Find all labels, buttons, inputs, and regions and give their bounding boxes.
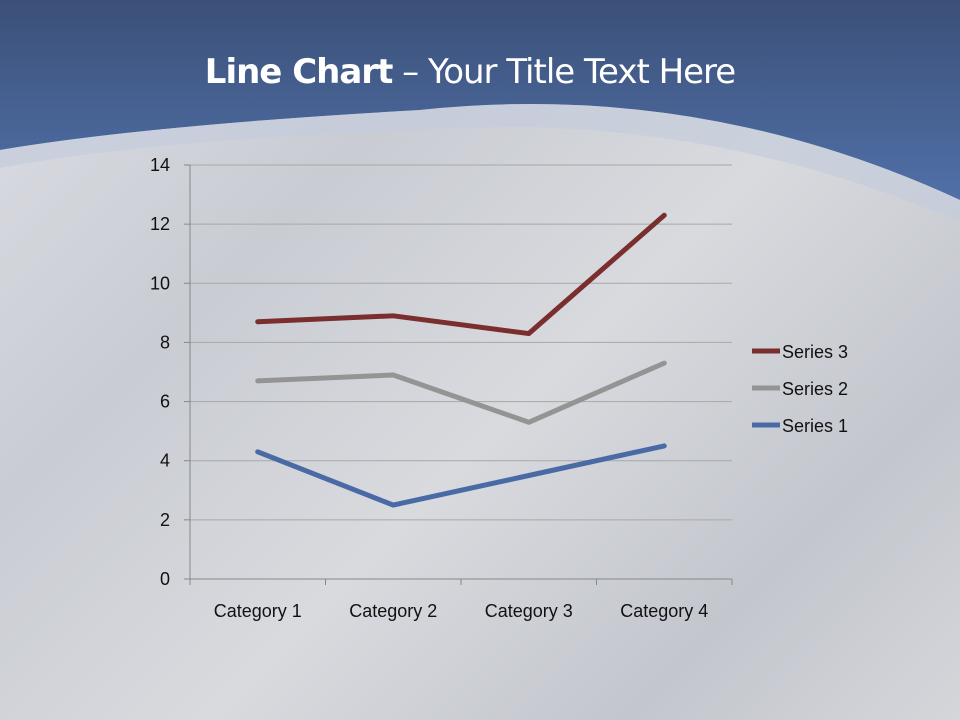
y-tick-label: 6 — [160, 392, 170, 412]
y-tick-label: 2 — [160, 510, 170, 530]
series-line-2 — [255, 360, 667, 425]
slide-title: Line Chart – Your Title Text Here — [204, 52, 736, 92]
series-line-1 — [255, 443, 667, 508]
legend-label-series-1: Series 1 — [782, 416, 848, 436]
x-tick-label: Category 3 — [485, 601, 573, 621]
y-tick-label: 14 — [150, 155, 170, 175]
y-tick-label: 8 — [160, 332, 170, 352]
y-tick-label: 12 — [150, 214, 170, 234]
x-tick-label: Category 2 — [349, 601, 437, 621]
header-arc — [0, 104, 960, 222]
y-tick-label: 10 — [150, 273, 170, 293]
x-tick-label: Category 4 — [620, 601, 708, 621]
series-line-3 — [255, 212, 667, 337]
legend-label-series-2: Series 2 — [782, 379, 848, 399]
y-tick-label: 4 — [160, 451, 170, 471]
legend-label-series-3: Series 3 — [782, 342, 848, 362]
y-tick-label: 0 — [160, 569, 170, 589]
x-tick-label: Category 1 — [214, 601, 302, 621]
header-band — [0, 0, 960, 200]
